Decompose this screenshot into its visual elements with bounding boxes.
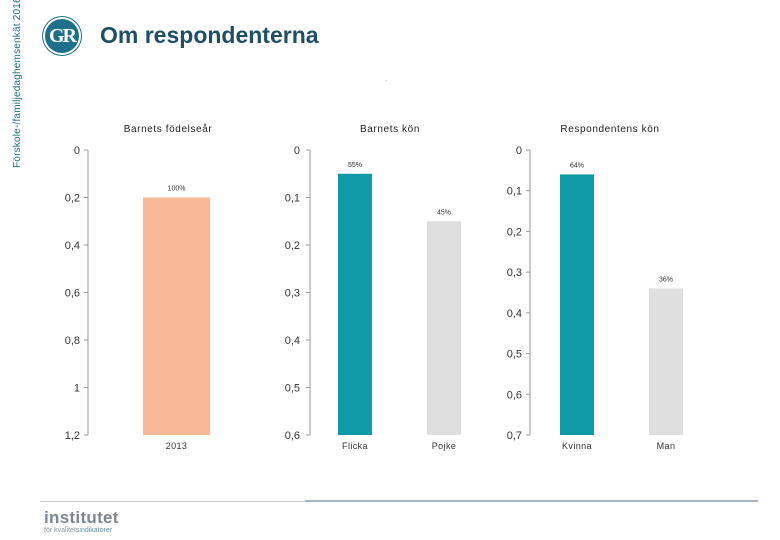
y-tick-label: 0,1 bbox=[285, 193, 300, 205]
x-category-label: Man bbox=[657, 441, 676, 451]
y-tick-label: 0,1 bbox=[507, 186, 522, 198]
y-tick-label: 0,4 bbox=[65, 240, 80, 252]
y-tick-label: 0,6 bbox=[285, 430, 300, 442]
y-tick-label: 0,2 bbox=[65, 193, 80, 205]
bar bbox=[338, 173, 372, 435]
bar-data-label: 64% bbox=[570, 162, 584, 169]
y-tick-label: 0,4 bbox=[285, 335, 300, 347]
stray-dot: . bbox=[385, 74, 388, 83]
bar bbox=[560, 174, 594, 435]
y-tick-label: 0,6 bbox=[65, 288, 80, 300]
x-category-label: Pojke bbox=[432, 441, 457, 451]
y-tick-label: 0,5 bbox=[285, 383, 300, 395]
bar-data-label: 36% bbox=[659, 276, 673, 283]
y-tick-label: 0,6 bbox=[507, 389, 522, 401]
y-tick-label: 1 bbox=[74, 383, 80, 395]
x-category-label: 2013 bbox=[166, 441, 188, 451]
chart-title: Barnets kön bbox=[360, 124, 420, 135]
institutet-sub-prefix: för kvalitets bbox=[44, 527, 80, 534]
y-tick-label: 0,5 bbox=[507, 349, 522, 361]
institutet-sub: för kvalitetsindikatorer bbox=[44, 527, 112, 534]
y-tick-label: 0 bbox=[74, 145, 80, 157]
institutet-sub-highlight: indikatorer bbox=[79, 527, 113, 534]
bar-data-label: 100% bbox=[168, 186, 186, 193]
y-tick-label: 0,2 bbox=[507, 226, 522, 238]
x-category-label: Flicka bbox=[342, 441, 368, 451]
chart-title: Respondentens kön bbox=[560, 124, 659, 135]
bar bbox=[143, 197, 210, 435]
y-tick-label: 0,3 bbox=[285, 288, 300, 300]
institutet-logo: institutet bbox=[44, 508, 119, 527]
y-tick-label: 0,4 bbox=[507, 308, 522, 320]
chart-title: Barnets födelseår bbox=[124, 123, 213, 135]
y-tick-label: 0,2 bbox=[285, 240, 300, 252]
bar-data-label: 55% bbox=[348, 162, 362, 169]
bar-data-label: 45% bbox=[437, 209, 451, 216]
y-tick-label: 0 bbox=[294, 145, 300, 157]
y-tick-label: 1,2 bbox=[65, 430, 80, 442]
y-tick-label: 0 bbox=[516, 145, 522, 157]
page-title: Om respondenterna bbox=[100, 22, 319, 48]
y-tick-label: 0,8 bbox=[65, 335, 80, 347]
bar bbox=[427, 221, 461, 435]
footer-divider-accent bbox=[305, 500, 758, 502]
gr-logo-icon: GR bbox=[43, 17, 81, 55]
y-tick-label: 0,7 bbox=[507, 430, 522, 442]
y-tick-label: 0,3 bbox=[507, 267, 522, 279]
bar bbox=[649, 288, 683, 435]
x-category-label: Kvinna bbox=[562, 441, 592, 451]
